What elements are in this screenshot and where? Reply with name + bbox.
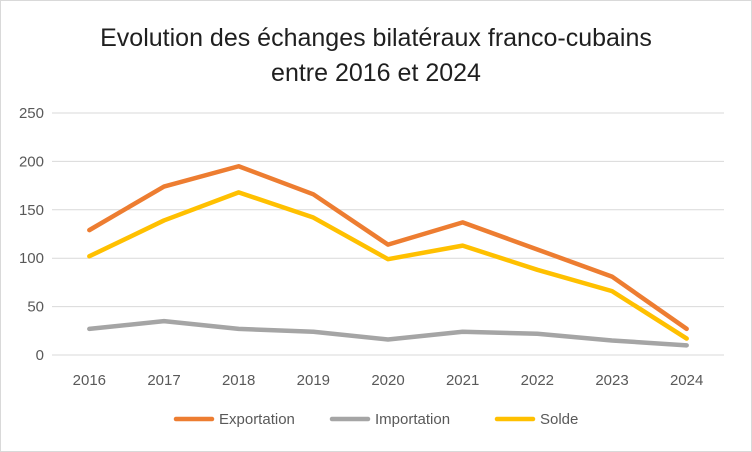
x-tick-label: 2024 xyxy=(670,372,703,389)
legend-label-importation: Importation xyxy=(375,411,450,428)
series-line-exportation xyxy=(87,163,689,332)
y-tick-label: 200 xyxy=(19,153,44,170)
x-tick-label: 2017 xyxy=(147,372,180,389)
x-tick-label: 2019 xyxy=(297,372,330,389)
x-tick-label: 2021 xyxy=(446,372,479,389)
x-tick-label: 2023 xyxy=(595,372,628,389)
x-tick-label: 2018 xyxy=(222,372,255,389)
y-tick-label: 50 xyxy=(27,299,44,316)
series-line-importation xyxy=(87,318,689,348)
chart-title-line1: Evolution des échanges bilatéraux franco… xyxy=(100,24,652,52)
x-tick-label: 2020 xyxy=(371,372,404,389)
y-tick-label: 100 xyxy=(19,250,44,267)
chart-title-line2: entre 2016 et 2024 xyxy=(271,59,481,87)
legend-label-exportation: Exportation xyxy=(219,411,295,428)
legend-label-solde: Solde xyxy=(540,411,578,428)
y-tick-label: 0 xyxy=(36,347,44,364)
series-line-solde xyxy=(87,190,689,341)
y-tick-label: 250 xyxy=(19,105,44,122)
x-tick-label: 2022 xyxy=(521,372,554,389)
y-tick-label: 150 xyxy=(19,202,44,219)
x-tick-label: 2016 xyxy=(73,372,106,389)
